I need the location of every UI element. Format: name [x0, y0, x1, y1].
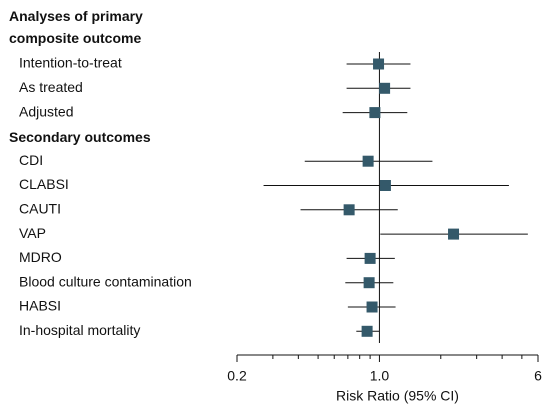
row-label: Adjusted	[19, 103, 73, 119]
row-label: HABSI	[19, 298, 61, 314]
row-label: In-hospital mortality	[19, 322, 140, 338]
row-label: As treated	[19, 79, 83, 95]
point-estimate	[364, 252, 376, 264]
point-estimate	[379, 82, 391, 94]
group-heading: Secondary outcomes	[9, 128, 151, 145]
point-estimate	[343, 204, 355, 216]
row-label: Intention-to-treat	[19, 55, 122, 71]
point-estimate	[373, 58, 385, 70]
point-estimate	[369, 107, 381, 119]
x-tick-label: 0.2	[227, 368, 247, 384]
x-tick-label: 6	[534, 368, 542, 384]
point-estimate	[379, 180, 391, 191]
row-label: CAUTI	[19, 201, 61, 217]
row-label: Blood culture contamination	[19, 273, 192, 289]
point-estimate	[362, 155, 374, 167]
x-axis-title: Risk Ratio (95% CI)	[336, 388, 459, 404]
row-label: CLABSI	[19, 176, 69, 192]
point-estimate	[363, 277, 375, 289]
row-label: CDI	[19, 152, 43, 168]
x-tick-label: 1.0	[370, 368, 390, 384]
point-estimate	[448, 228, 460, 240]
row-label: MDRO	[19, 249, 62, 265]
point-estimate	[366, 301, 378, 313]
point-estimate	[361, 325, 373, 337]
group-heading: Analyses of primary composite outcome	[9, 8, 143, 46]
row-label: VAP	[19, 225, 46, 241]
